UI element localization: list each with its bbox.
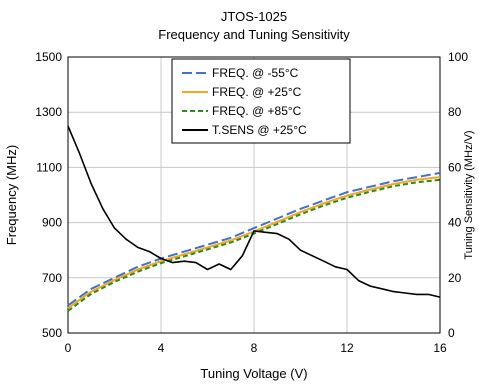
y-axis-label: Frequency (MHz) [4,145,19,245]
y2-axis-label: Tuning Sensitivity (MHz/V) [463,130,475,259]
y2-tick-label: 0 [448,326,455,340]
chart-subtitle: Frequency and Tuning Sensitivity [158,27,350,42]
y2-tick-label: 80 [448,105,462,119]
x-tick-label: 8 [251,341,258,355]
y-tick-label: 900 [42,216,62,230]
y-tick-label: 1100 [36,160,62,174]
series-line-0 [67,171,441,307]
legend-label: FREQ. @ +85°C [212,104,302,118]
x-tick-label: 0 [65,341,72,355]
y2-tick-label: 60 [448,160,462,174]
x-tick-labels: 0 4 8 12 16 [65,341,447,355]
series-line-3 [67,125,441,298]
x-tick-label: 4 [158,341,165,355]
series-lines [67,125,441,312]
legend-label: T.SENS @ +25°C [212,123,307,137]
x-axis-label: Tuning Voltage (V) [200,366,307,381]
y2-tick-label: 40 [448,216,462,230]
y2-tick-label: 20 [448,271,462,285]
series-line-2 [67,178,441,312]
legend-label: FREQ. @ -55°C [212,66,299,80]
plot-area [67,56,441,334]
y-tick-label: 700 [42,271,62,285]
legend: FREQ. @ -55°C FREQ. @ +25°C FREQ. @ +85°C T… [171,58,351,144]
x-tick-label: 16 [433,341,447,355]
chart-title: JTOS-1025 [221,9,287,24]
y2-tick-label: 100 [448,50,468,64]
y-tick-label: 500 [42,326,62,340]
x-tick-label: 12 [340,341,354,355]
y2-tick-labels: 0 20 40 60 80 100 [448,50,468,340]
y-tick-label: 1500 [35,50,62,64]
legend-label: FREQ. @ +25°C [212,85,302,99]
y-tick-labels: 500 700 900 1100 1300 1500 [35,50,62,340]
y-tick-label: 1300 [35,105,62,119]
